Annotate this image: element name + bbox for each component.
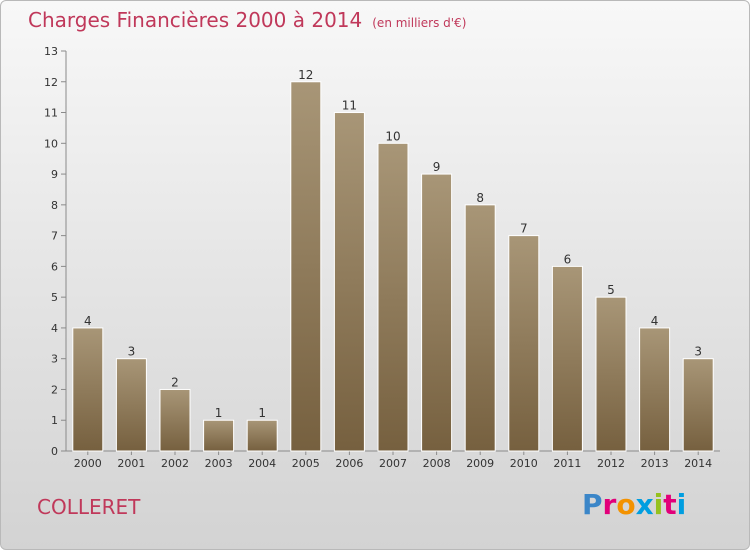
y-tick-label: 5 (51, 291, 58, 304)
data-label: 3 (694, 345, 702, 359)
logo-letter: t (663, 488, 677, 521)
logo-letter: i (676, 488, 687, 521)
x-tick-label: 2010 (510, 457, 538, 470)
x-tick-label: 2003 (205, 457, 233, 470)
x-tick-label: 2011 (553, 457, 581, 470)
y-tick-label: 13 (44, 45, 58, 58)
y-tick-label: 1 (51, 414, 58, 427)
x-tick-label: 2000 (74, 457, 102, 470)
y-tick-label: 7 (51, 230, 58, 243)
x-tick-label: 2007 (379, 457, 407, 470)
bar (508, 235, 540, 452)
data-label: 2 (171, 375, 179, 389)
x-tick-label: 2012 (597, 457, 625, 470)
x-tick-label: 2002 (161, 457, 189, 470)
title-text: Charges Financières 2000 à 2014 (28, 8, 363, 32)
y-tick-label: 10 (44, 137, 58, 150)
bar (551, 265, 583, 452)
data-label: 3 (128, 345, 136, 359)
bar (159, 388, 191, 452)
unit-label: (en milliers d'€) (372, 16, 467, 30)
data-label: 5 (607, 283, 615, 297)
bar (682, 358, 714, 452)
data-label: 9 (433, 160, 441, 174)
data-label: 1 (258, 406, 266, 420)
bar (203, 419, 235, 452)
x-tick-label: 2013 (641, 457, 669, 470)
logo-letter: r (602, 488, 617, 521)
logo-letter: o (616, 488, 636, 521)
bar (290, 81, 322, 452)
x-tick-label: 2008 (423, 457, 451, 470)
data-label: 6 (564, 252, 572, 266)
data-label: 8 (476, 191, 484, 205)
bar (115, 358, 147, 452)
bar (595, 296, 627, 452)
proxiti-logo: Proxiti (582, 488, 686, 521)
bar (377, 142, 409, 452)
logo-letter: x (635, 488, 654, 521)
y-tick-label: 12 (44, 76, 58, 89)
y-tick-label: 0 (51, 445, 58, 458)
y-tick-label: 9 (51, 168, 58, 181)
bar (464, 204, 496, 452)
bar (333, 112, 365, 452)
data-label: 4 (651, 314, 659, 328)
y-tick-label: 3 (51, 353, 58, 366)
x-tick-label: 2006 (335, 457, 363, 470)
data-label: 11 (342, 99, 357, 113)
bar (72, 327, 104, 452)
y-tick-label: 11 (44, 107, 58, 120)
y-tick-label: 2 (51, 383, 58, 396)
x-tick-label: 2005 (292, 457, 320, 470)
x-tick-label: 2001 (117, 457, 145, 470)
bar (639, 327, 671, 452)
data-label: 4 (84, 314, 92, 328)
y-tick-label: 6 (51, 260, 58, 273)
data-label: 7 (520, 222, 528, 236)
x-tick-label: 2004 (248, 457, 276, 470)
logo-letter: i (653, 488, 664, 521)
data-label: 1 (215, 406, 223, 420)
data-label: 10 (385, 129, 400, 143)
chart-title: Charges Financières 2000 à 2014 (en milli… (28, 8, 466, 32)
bar (421, 173, 453, 452)
logo-letter: P (582, 488, 603, 521)
y-tick-label: 8 (51, 199, 58, 212)
bar (246, 419, 278, 452)
x-tick-label: 2009 (466, 457, 494, 470)
commune-name: COLLERET (37, 495, 141, 519)
x-tick-label: 2014 (684, 457, 712, 470)
data-label: 12 (298, 68, 313, 82)
y-tick-label: 4 (51, 322, 58, 335)
